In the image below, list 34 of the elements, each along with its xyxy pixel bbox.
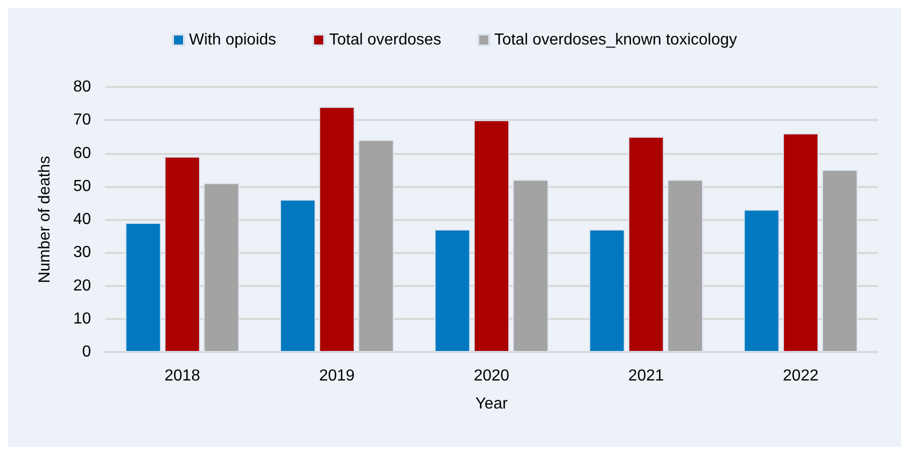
bar (474, 120, 510, 352)
y-tick-label: 10 (73, 310, 92, 328)
y-tick-label: 40 (73, 211, 92, 228)
y-tick-label: 60 (73, 144, 92, 162)
bar (667, 180, 703, 352)
x-tick-label: 2021 (628, 368, 664, 384)
y-tick-label: 80 (73, 78, 92, 96)
x-tick-label: 2022 (782, 368, 819, 384)
y-tick-label: 30 (73, 244, 92, 262)
y-tick-label: 20 (73, 277, 92, 294)
bar (434, 229, 470, 352)
bar (125, 222, 161, 352)
legend-label: With opioids (188, 32, 276, 48)
y-tick-label: 0 (82, 344, 92, 360)
bar (589, 229, 625, 352)
bar (512, 180, 548, 352)
x-tick-label: 2019 (319, 368, 355, 384)
y-axis-title: Number of deaths (36, 156, 54, 284)
legend-label: Total overdoses_known toxicology (494, 32, 738, 48)
x-tick-label: 2018 (164, 368, 200, 384)
bar (744, 210, 780, 352)
bar (822, 170, 858, 352)
bar (280, 200, 316, 352)
bar (164, 156, 200, 352)
x-tick-label: 2020 (474, 368, 510, 384)
x-axis-title: Year (475, 396, 508, 412)
legend-label: Total overdoses (329, 32, 442, 48)
bar (358, 140, 394, 352)
y-tick-label: 70 (73, 112, 92, 129)
bar (204, 183, 240, 352)
bar (628, 136, 664, 352)
bar (319, 106, 355, 352)
bar (782, 133, 818, 352)
y-tick-label: 50 (73, 178, 92, 195)
